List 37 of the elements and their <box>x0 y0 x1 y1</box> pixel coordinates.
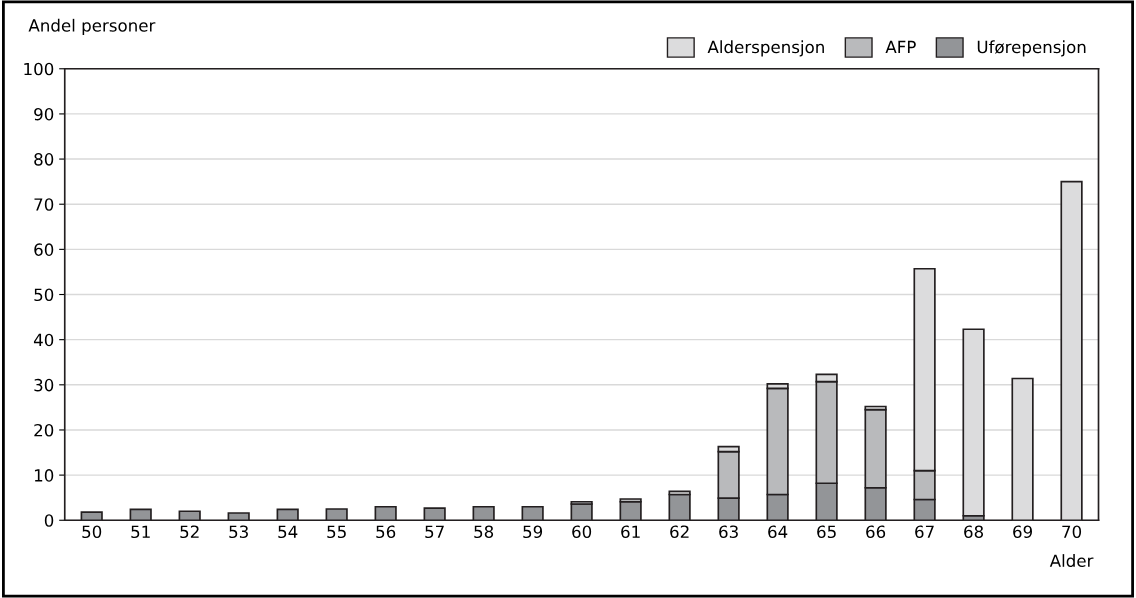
x-tick-label: 60 <box>572 525 592 539</box>
x-tick-label: 59 <box>523 525 543 539</box>
x-tick-label: 54 <box>278 525 298 539</box>
x-tick-label: 69 <box>1013 525 1032 539</box>
y-tick-label: 30 <box>34 378 54 392</box>
x-tick-label: 53 <box>229 525 248 539</box>
x-tick-label: 64 <box>768 525 788 539</box>
x-tick-label: 65 <box>817 525 836 539</box>
y-tick-label: 70 <box>34 198 54 211</box>
x-tick-label: 57 <box>425 525 444 539</box>
x-tick-label: 66 <box>866 525 886 539</box>
x-tick-label: 51 <box>131 525 150 539</box>
y-tick-label: 80 <box>34 153 54 166</box>
x-tick-label: 68 <box>964 525 984 539</box>
legend-label: Uførepensjon <box>977 40 1086 57</box>
y-tick-label: 100 <box>24 62 54 76</box>
x-tick-label: 50 <box>82 525 102 539</box>
y-tick-label: 10 <box>34 469 54 482</box>
x-tick-label: 62 <box>670 525 689 539</box>
x-tick-label: 58 <box>474 525 494 539</box>
x-tick-label: 61 <box>621 525 640 539</box>
y-tick-label: 50 <box>34 288 54 302</box>
x-tick-label: 52 <box>180 525 199 539</box>
y-tick-label: 0 <box>44 514 54 527</box>
legend-label: Alderspensjon <box>707 40 824 57</box>
x-tick-label: 67 <box>915 525 934 539</box>
y-tick-label: 60 <box>34 243 54 256</box>
legend-label: AFP <box>885 40 916 54</box>
y-tick-label: 20 <box>34 423 54 437</box>
y-tick-label: 90 <box>34 107 54 121</box>
x-tick-label: 70 <box>1062 525 1082 539</box>
y-tick-label: 40 <box>33 333 54 347</box>
x-axis-title: Alder <box>1049 554 1094 568</box>
x-tick-label: 56 <box>376 525 396 539</box>
x-tick-label: 63 <box>719 525 738 539</box>
y-axis-title: Andel personer <box>28 18 156 35</box>
x-tick-label: 55 <box>327 525 346 539</box>
